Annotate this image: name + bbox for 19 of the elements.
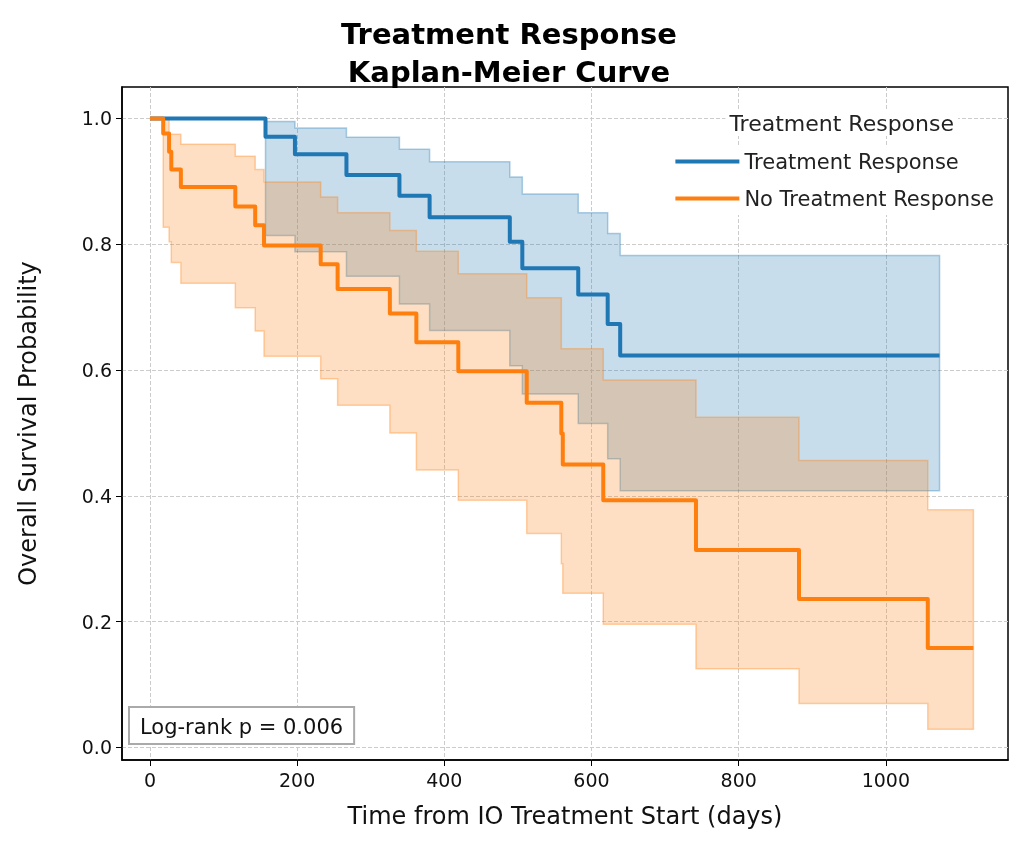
y-tick-label: 0.2 (81, 610, 112, 633)
x-tick-label: 200 (279, 768, 316, 791)
x-tick-label: 1000 (861, 768, 911, 791)
x-tick-label: 800 (720, 768, 757, 791)
x-tick-label: 600 (573, 768, 610, 791)
legend-label: Treatment Response (743, 149, 959, 174)
y-axis-title: Overall Survival Probability (14, 261, 42, 586)
x-tick-label: 0 (143, 768, 157, 791)
legend-label: No Treatment Response (744, 186, 994, 211)
x-axis-title: Time from IO Treatment Start (days) (346, 802, 783, 830)
y-tick-label: 0.0 (81, 736, 112, 759)
annotation: Log-rank p = 0.006 (140, 714, 344, 739)
chart-title: Treatment Response Kaplan-Meier Curve (340, 17, 678, 89)
y-tick-label: 1.0 (81, 107, 112, 130)
y-tick-label: 0.4 (81, 484, 112, 507)
x-tick-label: 400 (426, 768, 463, 791)
y-tick-label: 0.6 (81, 359, 112, 382)
y-tick-label: 0.8 (81, 233, 112, 256)
legend-title: Treatment Response (728, 110, 955, 136)
